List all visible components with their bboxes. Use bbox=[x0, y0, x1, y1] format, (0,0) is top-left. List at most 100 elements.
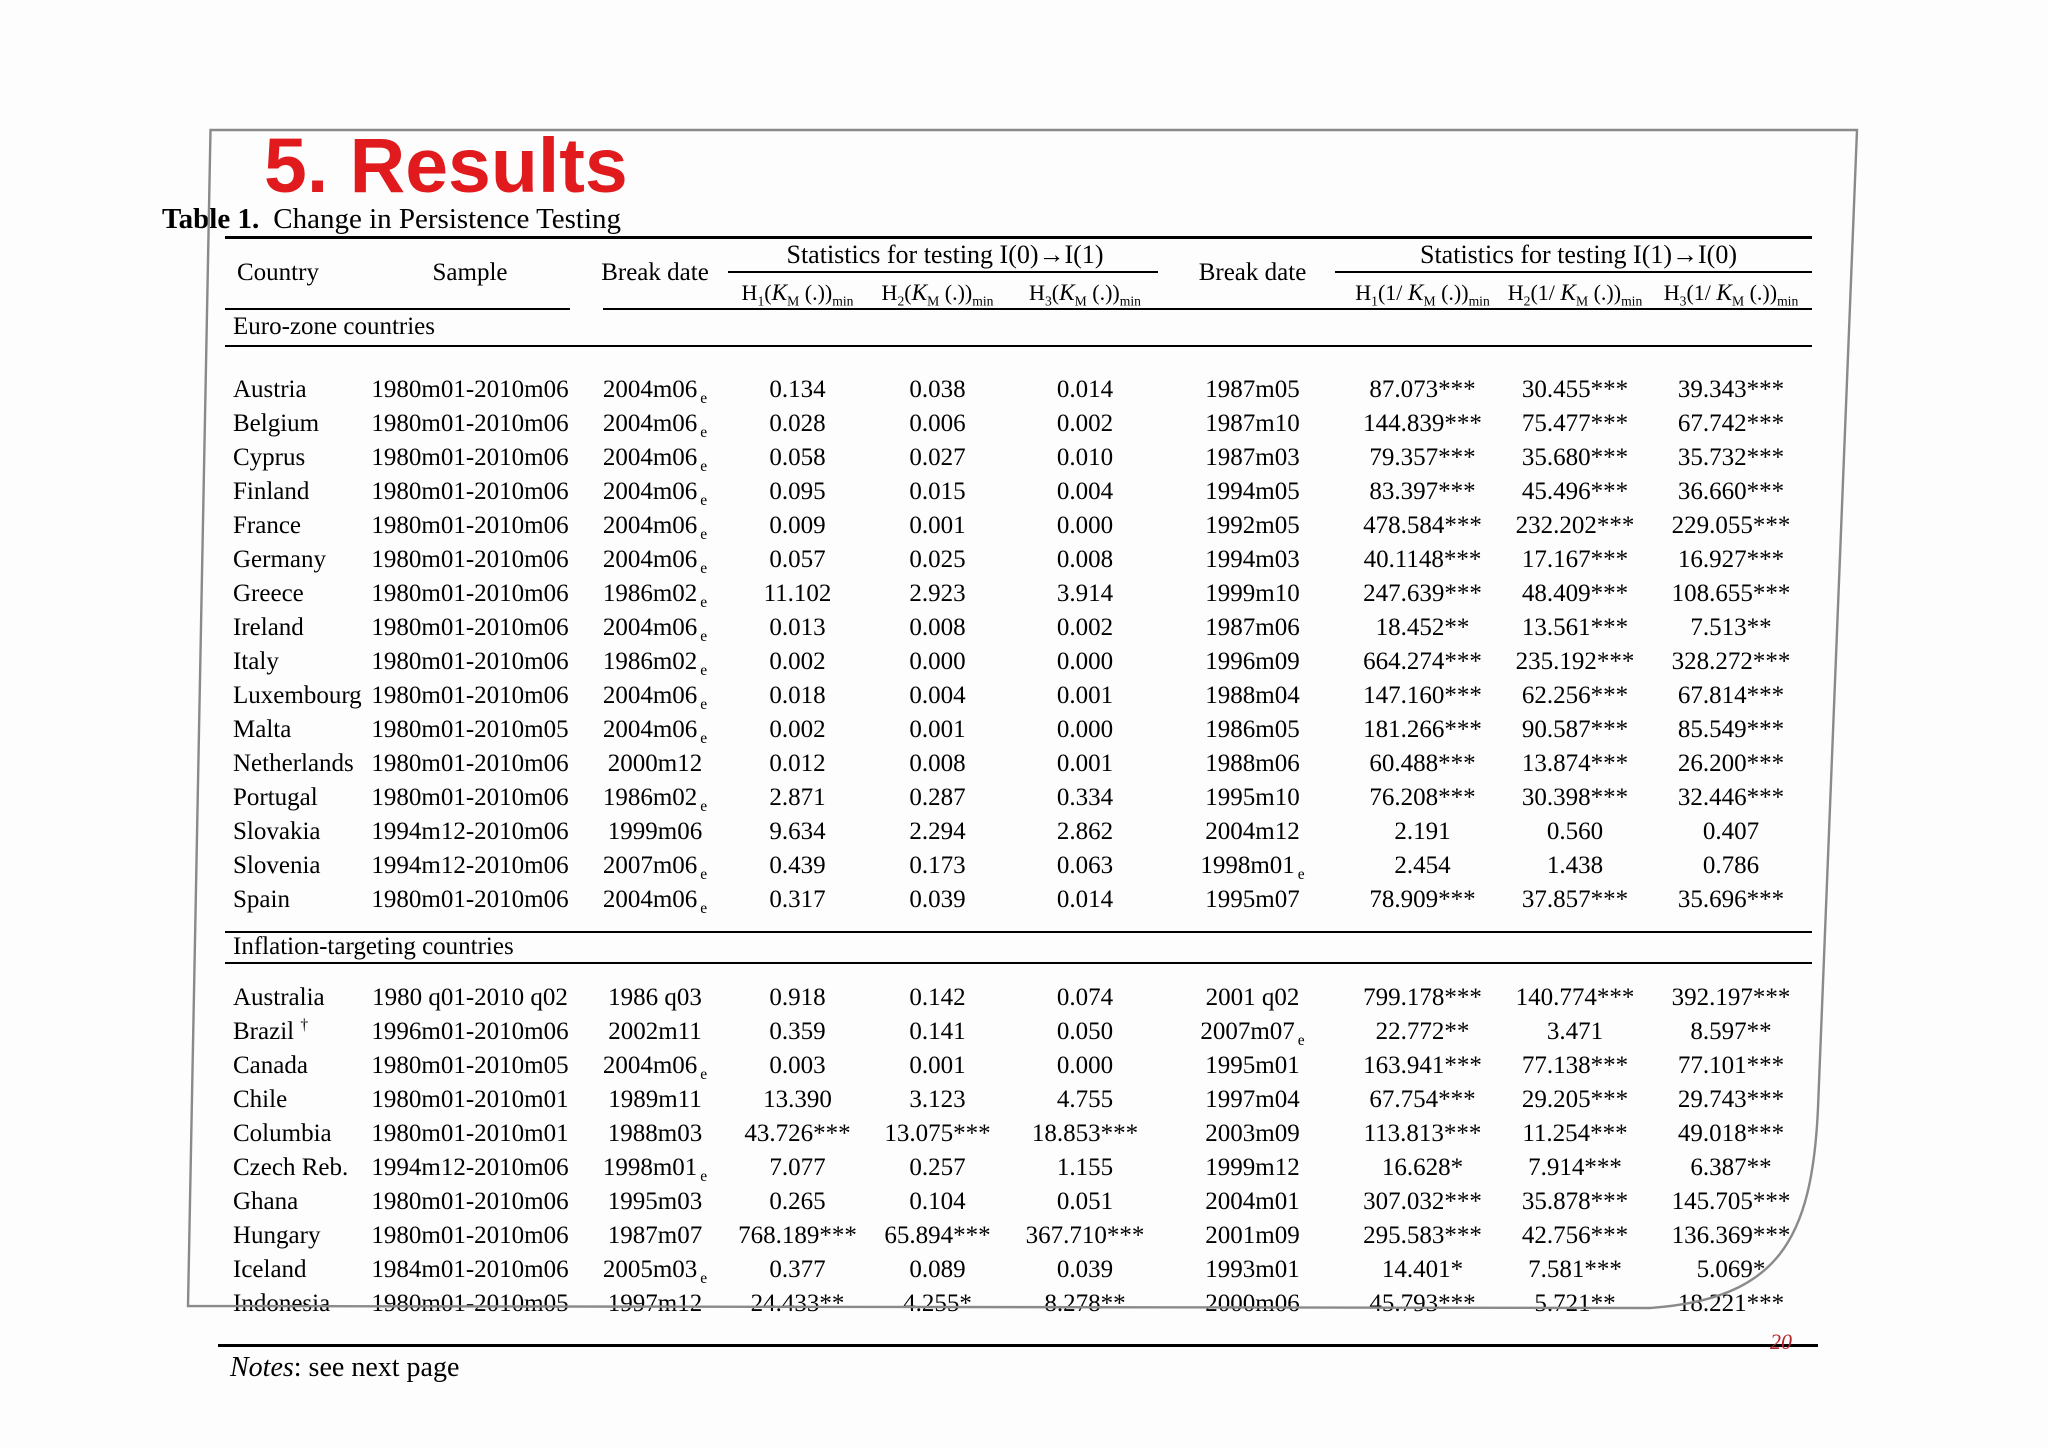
cell-h1-stat: 0.018 bbox=[769, 682, 826, 709]
cell-h3-inv-stat: 26.200*** bbox=[1677, 750, 1785, 777]
cell-break-date-2: 1999m10 bbox=[1205, 580, 1300, 607]
cell-h1-stat: 768.189*** bbox=[738, 1222, 857, 1249]
notes-label: Notes bbox=[230, 1352, 294, 1383]
table-row: Portugal 1980m01-2010m06 1986m02 e 2.871 0.28… bbox=[225, 781, 1812, 815]
table-row: Slovakia 1994m12-2010m06 1999m06 9.634 2.294… bbox=[225, 815, 1812, 849]
cell-break-date-2: 1999m12 bbox=[1205, 1154, 1300, 1181]
cell-h2-stat: 0.004 bbox=[909, 682, 966, 709]
table-row: Finland 1980m01-2010m06 2004m06 e 0.095 0.015… bbox=[225, 475, 1812, 509]
cell-sample: 1980m01-2010m06 bbox=[371, 376, 569, 403]
cell-h2-stat: 0.001 bbox=[909, 716, 966, 743]
cell-h1-stat: 0.057 bbox=[769, 546, 826, 573]
cell-h1-stat: 0.377 bbox=[769, 1256, 826, 1283]
cell-h2-stat: 0.039 bbox=[909, 886, 966, 913]
table-row: Columbia 1980m01-2010m01 1988m03 43.726*** 1… bbox=[225, 1117, 1812, 1151]
cell-break-date-1: 2004m06 e bbox=[602, 614, 708, 645]
table-body: Euro-zone countries Austria 1980m01-2010m0… bbox=[225, 309, 1812, 1321]
cell-h2-stat: 0.173 bbox=[909, 852, 966, 879]
cell-h1-inv-stat: 78.909*** bbox=[1369, 886, 1476, 913]
table-row: Brazil † 1996m01-2010m06 2002m11 0.359 0.141… bbox=[225, 1015, 1812, 1049]
cell-h1-stat: 0.002 bbox=[769, 716, 826, 743]
cell-country: Finland bbox=[233, 478, 310, 505]
cell-h3-inv-stat: 49.018*** bbox=[1677, 1120, 1785, 1147]
cell-h2-stat: 0.025 bbox=[909, 546, 966, 573]
cell-h3-inv-stat: 229.055*** bbox=[1671, 512, 1791, 539]
cell-break-date-2: 1986m05 bbox=[1205, 716, 1300, 743]
cell-sample: 1980m01-2010m05 bbox=[371, 1052, 569, 1079]
cell-h3-stat: 0.000 bbox=[1056, 512, 1114, 539]
cell-break-date-2: 2003m09 bbox=[1205, 1120, 1300, 1147]
cell-h1-inv-stat: 247.639*** bbox=[1363, 580, 1482, 607]
cell-break-date-1: 2004m06 e bbox=[602, 376, 708, 407]
cell-h3-inv-stat: 29.743*** bbox=[1677, 1086, 1785, 1113]
cell-h1-stat: 0.013 bbox=[769, 614, 826, 641]
cell-country: Austria bbox=[233, 376, 307, 403]
cell-sample: 1984m01-2010m06 bbox=[371, 1256, 569, 1283]
cell-h3-stat: 0.008 bbox=[1056, 546, 1114, 573]
table-row: Netherlands 1980m01-2010m06 2000m12 0.012 0.… bbox=[225, 747, 1812, 781]
cell-break-date-1: 1986m02 e bbox=[602, 784, 708, 815]
table-row: Chile 1980m01-2010m01 1989m11 13.390 3.123 4.… bbox=[225, 1083, 1812, 1117]
cell-h1-stat: 24.433** bbox=[750, 1290, 845, 1317]
cell-h3-stat: 0.014 bbox=[1056, 886, 1114, 913]
cell-break-date-1: 1989m11 bbox=[608, 1086, 702, 1113]
cell-h3-inv-stat: 67.742*** bbox=[1677, 410, 1785, 437]
cell-h2-inv-stat: 232.202*** bbox=[1515, 512, 1635, 539]
cell-h2-stat: 3.123 bbox=[909, 1086, 966, 1113]
cell-break-date-2: 1992m05 bbox=[1205, 512, 1300, 539]
cell-break-date-1: 2000m12 bbox=[607, 750, 703, 777]
cell-sample: 1980 q01-2010 q02 bbox=[372, 984, 568, 1011]
cell-sample: 1996m01-2010m06 bbox=[371, 1018, 569, 1045]
table-row: Iceland 1984m01-2010m06 2005m03 e 0.377 0.089… bbox=[225, 1253, 1812, 1287]
cell-h2-inv-stat: 3.471 bbox=[1546, 1018, 1604, 1045]
cell-h3-stat: 4.755 bbox=[1056, 1086, 1114, 1113]
cell-h2-inv-stat: 37.857*** bbox=[1521, 886, 1629, 913]
cell-break-date-1: 2007m06 e bbox=[602, 852, 708, 883]
cell-h3-inv-stat: 5.069* bbox=[1696, 1256, 1766, 1283]
cell-break-date-2: 1996m09 bbox=[1205, 648, 1300, 675]
cell-h1-stat: 0.095 bbox=[769, 478, 826, 505]
cell-country: Indonesia bbox=[233, 1290, 331, 1317]
cell-h1-inv-stat: 22.772** bbox=[1375, 1018, 1470, 1045]
cell-h1-stat: 0.002 bbox=[769, 648, 826, 675]
cell-h3-inv-stat: 6.387** bbox=[1690, 1154, 1772, 1181]
cell-sample: 1980m01-2010m06 bbox=[371, 1222, 569, 1249]
cell-sample: 1980m01-2010m06 bbox=[371, 410, 569, 437]
cell-h1-inv-stat: 83.397*** bbox=[1369, 478, 1476, 505]
cell-h2-stat: 13.075*** bbox=[884, 1120, 991, 1147]
cell-h1-stat: 0.918 bbox=[769, 984, 826, 1011]
cell-h3-inv-stat: 16.927*** bbox=[1677, 546, 1785, 573]
caption-label: Table 1. bbox=[162, 203, 260, 235]
stat-subheader-h2-left: H2(KM (.))min bbox=[881, 280, 994, 309]
cell-break-date-2: 1995m07 bbox=[1205, 886, 1300, 913]
cell-h1-inv-stat: 478.584*** bbox=[1363, 512, 1482, 539]
table-row: Cyprus 1980m01-2010m06 2004m06 e 0.058 0.027 0… bbox=[225, 441, 1812, 475]
stat-subheader-h1-left: H1(KM (.))min bbox=[741, 280, 854, 309]
cell-h1-inv-stat: 2.454 bbox=[1394, 852, 1451, 879]
cell-h2-inv-stat: 7.914*** bbox=[1528, 1154, 1622, 1181]
cell-country: Germany bbox=[233, 546, 327, 573]
cell-sample: 1980m01-2010m05 bbox=[371, 1290, 569, 1317]
cell-break-date-1: 2004m06 e bbox=[602, 1052, 708, 1083]
cell-break-date-2: 1998m01 e bbox=[1200, 852, 1305, 883]
cell-h3-inv-stat: 328.272*** bbox=[1671, 648, 1791, 675]
table-row: Slovenia 1994m12-2010m06 2007m06 e 0.439 0.17… bbox=[225, 849, 1812, 883]
cell-h3-stat: 1.155 bbox=[1056, 1154, 1114, 1181]
col-header-sample: Sample bbox=[432, 259, 508, 286]
cell-sample: 1980m01-2010m05 bbox=[371, 716, 569, 743]
cell-h1-stat: 0.012 bbox=[769, 750, 826, 777]
cell-sample: 1980m01-2010m06 bbox=[371, 1188, 569, 1215]
cell-country: Luxembourg bbox=[233, 682, 362, 709]
cell-break-date-2: 1987m03 bbox=[1205, 444, 1300, 471]
cell-h3-inv-stat: 7.513** bbox=[1690, 614, 1772, 641]
cell-break-date-1: 1998m01 e bbox=[602, 1154, 708, 1185]
cell-h2-stat: 0.001 bbox=[909, 512, 966, 539]
cell-h2-inv-stat: 30.455*** bbox=[1521, 376, 1629, 403]
cell-h3-inv-stat: 0.407 bbox=[1702, 818, 1760, 845]
cell-h3-stat: 18.853*** bbox=[1031, 1120, 1139, 1147]
cell-h1-stat: 0.134 bbox=[769, 376, 826, 403]
cell-break-date-2: 1987m05 bbox=[1205, 376, 1300, 403]
cell-break-date-1: 2004m06 e bbox=[602, 682, 708, 713]
cell-country: Columbia bbox=[233, 1120, 332, 1147]
cell-h3-inv-stat: 35.732*** bbox=[1677, 444, 1785, 471]
